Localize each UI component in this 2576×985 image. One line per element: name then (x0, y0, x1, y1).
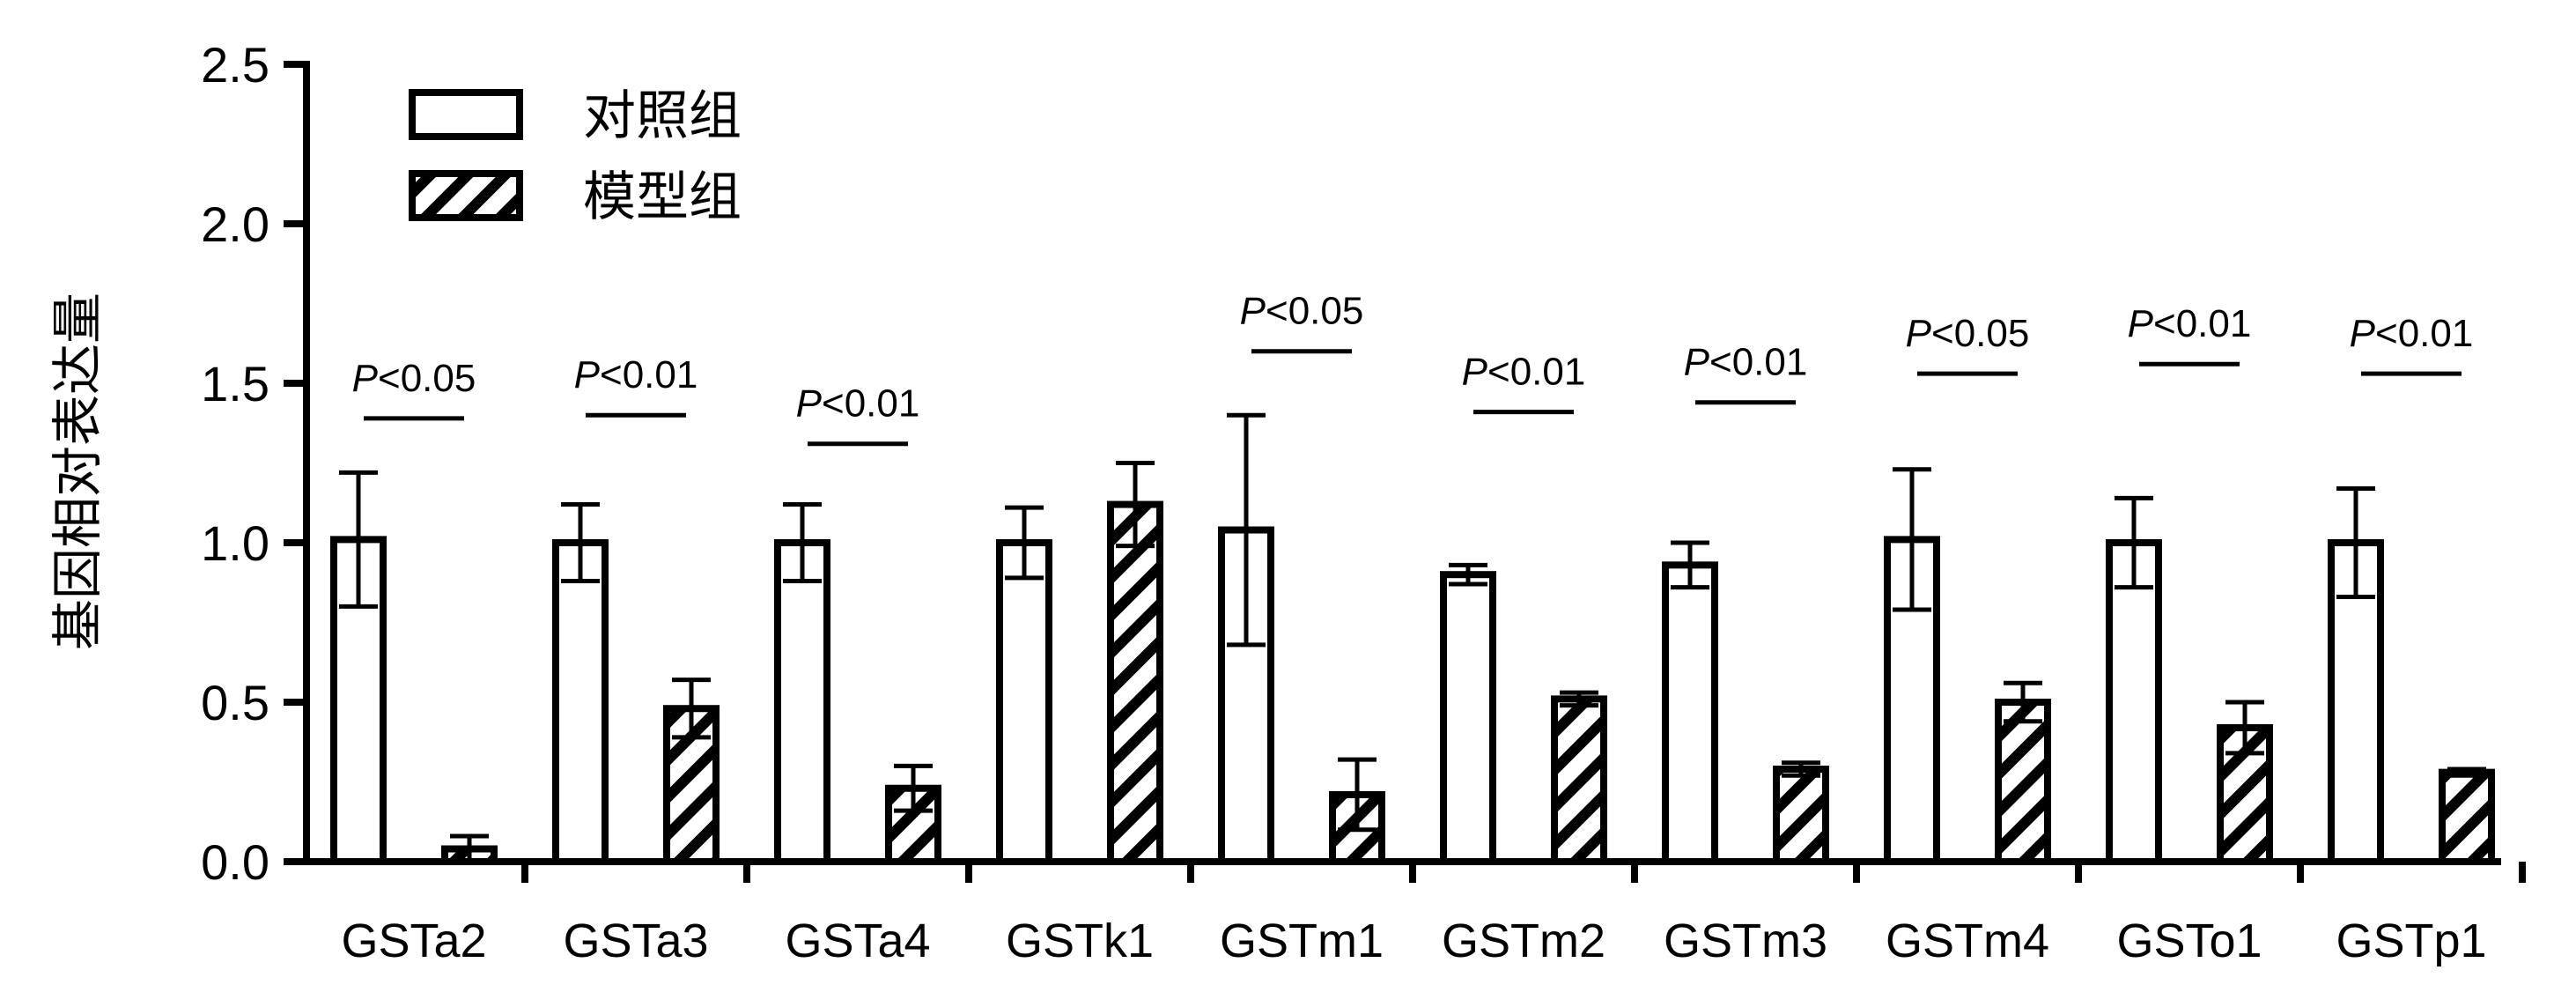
bar-model-GSTm3 (1773, 766, 1829, 866)
significance-label: P<0.01 (2128, 302, 2252, 345)
bar-model-GSTp1 (2439, 768, 2495, 866)
significance-label: P<0.01 (1462, 351, 1586, 394)
y-tick-label: 1.0 (201, 515, 269, 571)
y-tick-label: 1.5 (201, 356, 269, 411)
legend-swatch-control (409, 89, 523, 140)
legend-label-model: 模型组 (583, 167, 742, 226)
legend-label-control: 对照组 (583, 86, 742, 145)
x-tick-label: GSTm4 (1886, 915, 2049, 967)
bar-model-GSTm2 (1551, 695, 1607, 865)
significance-label: P<0.01 (796, 382, 920, 426)
y-tick-label: 2.0 (201, 196, 269, 252)
x-tick-label: GSTa4 (785, 915, 930, 967)
x-tick-label: GSTm1 (1220, 915, 1384, 967)
y-ticks-layer: 0.0 0.5 1.0 1.5 2.0 2.5 (201, 37, 306, 890)
bar-control-GSTo1 (2106, 539, 2162, 865)
x-tick-label: GSTa2 (341, 915, 486, 967)
bar-control-GSTk1 (996, 539, 1052, 865)
x-tick-label: GSTa3 (563, 915, 708, 967)
significance-label: P<0.05 (1906, 312, 2030, 355)
bar-control-GSTa3 (552, 539, 609, 865)
significance-layer: P<0.05 P<0.01 P<0.01 P<0.05 P<0.01 P<0.01 P<0.… (352, 290, 2474, 447)
bar-control-GSTm3 (1662, 561, 1718, 866)
significance-label: P<0.05 (1240, 290, 1364, 333)
error-bars-layer (339, 412, 2486, 862)
significance-label: P<0.01 (2350, 312, 2474, 355)
legend-item-control: 对照组 (409, 86, 742, 145)
bars-layer (330, 500, 2495, 866)
significance-label: P<0.01 (574, 353, 698, 396)
significance-label: P<0.01 (1684, 341, 1808, 384)
bar-model-GSTm4 (1995, 699, 2051, 865)
y-tick-label: 0.5 (201, 675, 269, 730)
x-ticks-layer: GSTa2 GSTa3 GSTa4 GSTk1 GSTm1 GSTm2 GSTm3 GSTm4… (341, 862, 2526, 967)
x-tick-label: GSTo1 (2116, 915, 2262, 967)
bar-control-GSTa4 (774, 539, 830, 865)
x-tick-label: GSTk1 (1006, 915, 1154, 967)
legend-swatch-model (409, 170, 523, 221)
x-tick-label: GSTm3 (1664, 915, 1827, 967)
x-tick-label: GSTp1 (2336, 915, 2486, 967)
significance-label: P<0.05 (352, 357, 476, 400)
bar-control-GSTm2 (1440, 571, 1496, 865)
y-tick-label: 2.5 (201, 37, 269, 93)
legend-item-model: 模型组 (409, 167, 742, 226)
y-tick-label: 0.0 (201, 834, 269, 890)
x-tick-label: GSTm2 (1442, 915, 1605, 967)
legend: 对照组 模型组 (409, 86, 742, 226)
bar-model-GSTk1 (1107, 500, 1163, 865)
y-axis-label: 基因相对表达量 (49, 293, 107, 650)
